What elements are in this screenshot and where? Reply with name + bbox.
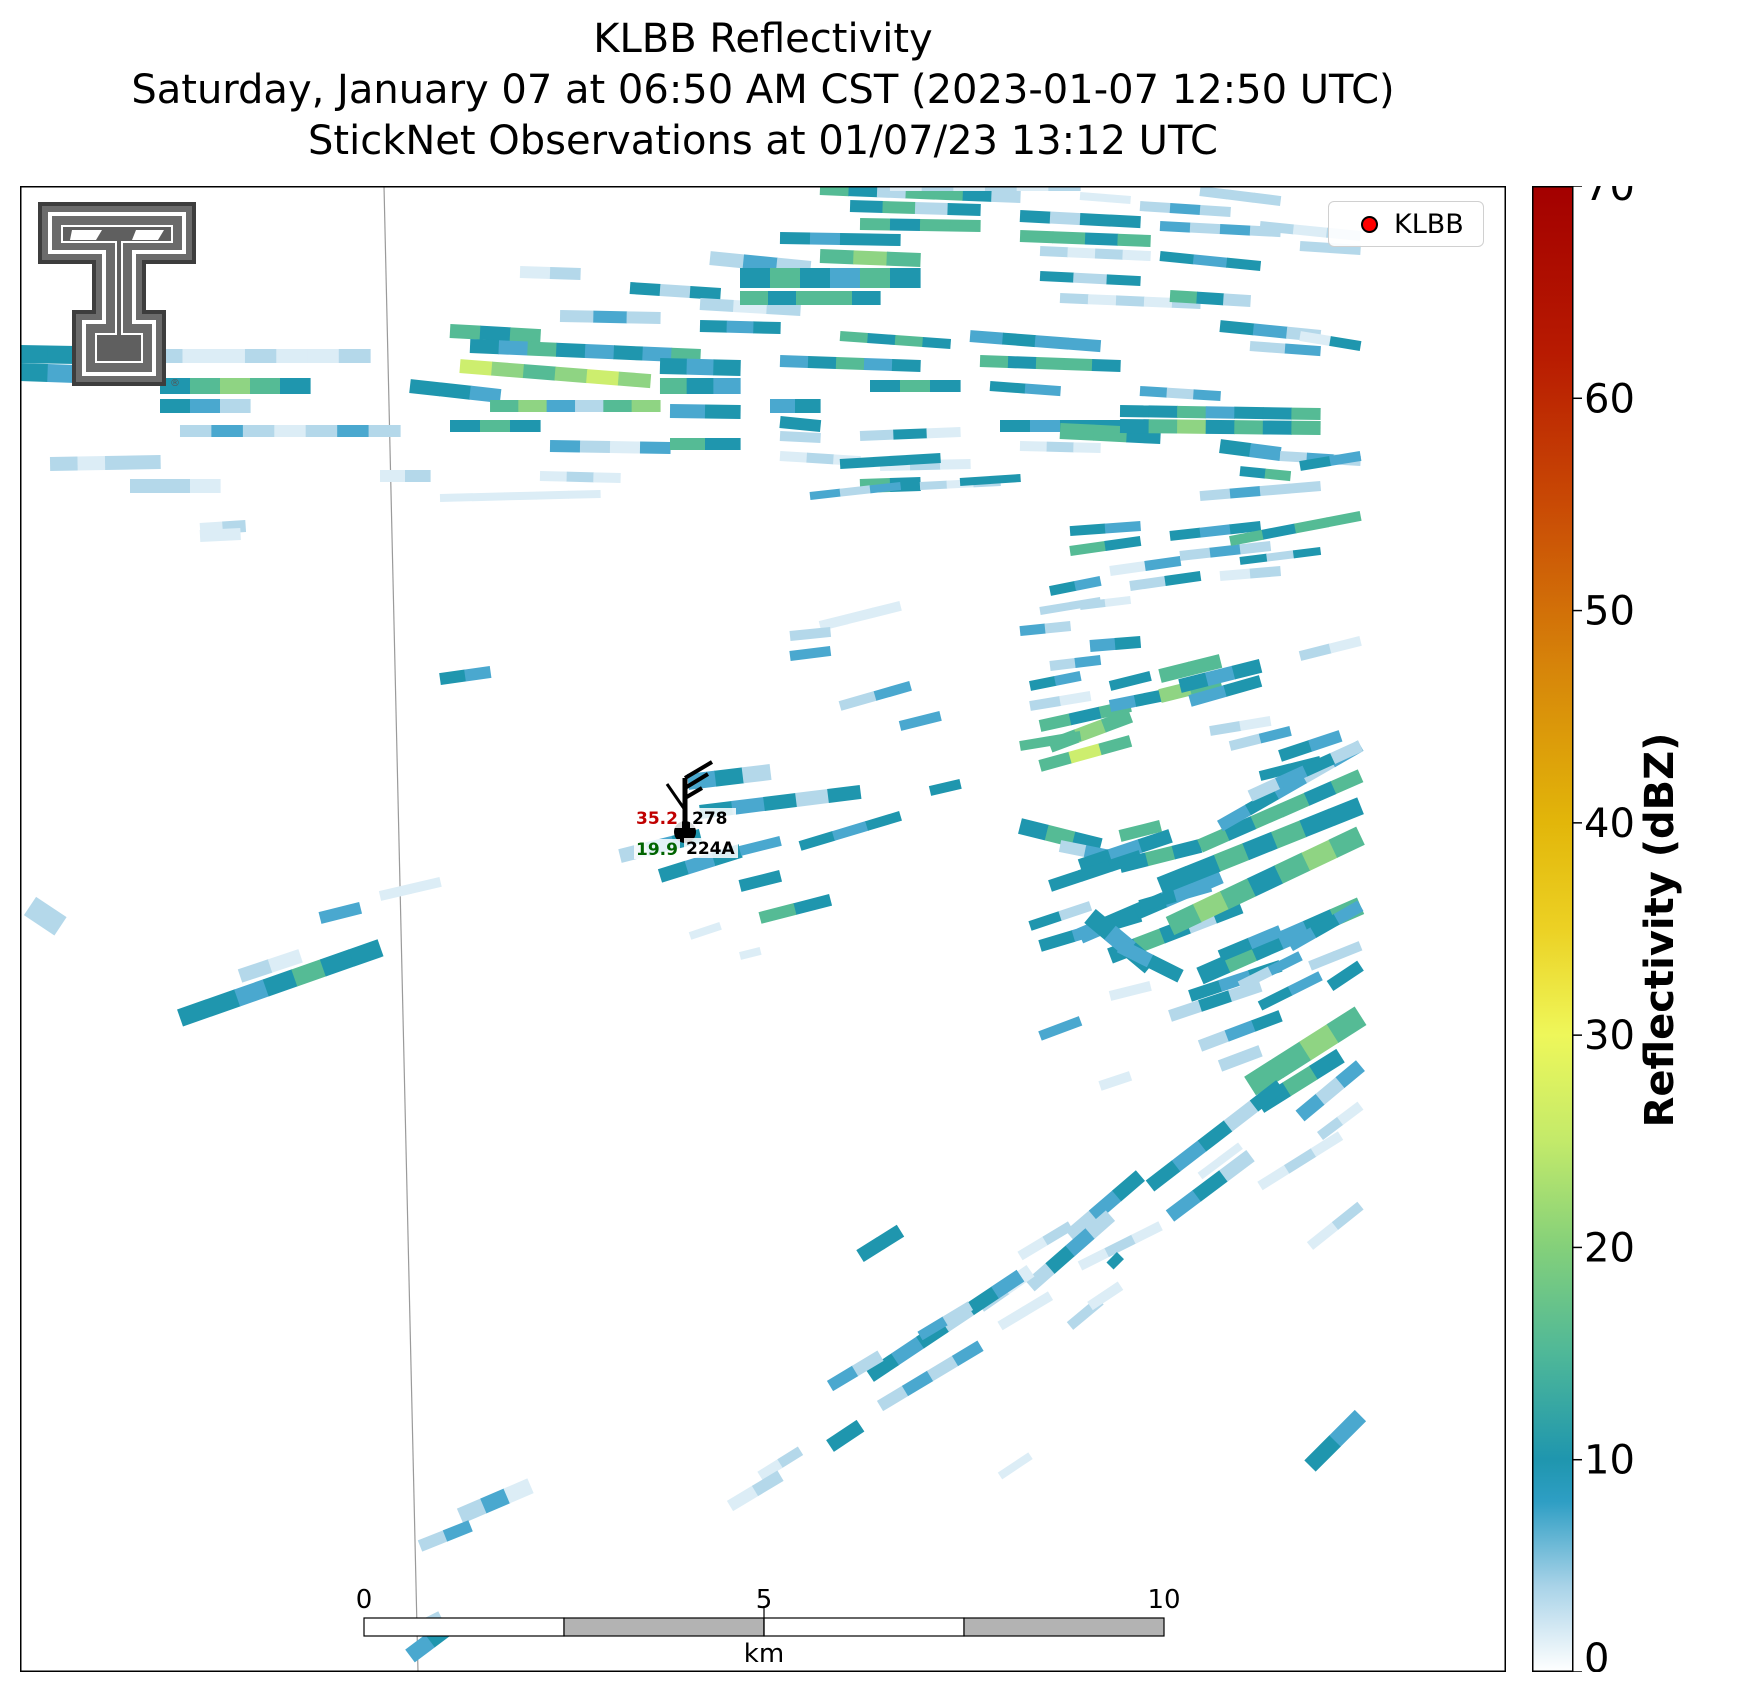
scale-bar: 0 5 10 km [356, 1585, 1181, 1669]
title-line-3: StickNet Observations at 01/07/23 13:12 … [308, 118, 1218, 164]
wind-barb-flag [683, 786, 704, 800]
title-line-2: Saturday, January 07 at 06:50 AM CST (20… [131, 67, 1395, 113]
colorbar-tick-label: 0 [1584, 1636, 1609, 1672]
map-title: KLBB Reflectivity Saturday, January 07 a… [20, 14, 1506, 167]
map-frame [20, 186, 1506, 1672]
station-temperature: 35.2 [636, 809, 678, 829]
map-legend: KLBB [1328, 201, 1484, 247]
legend-label: KLBB [1394, 208, 1464, 240]
colorbar-tick-label: 60 [1584, 376, 1635, 422]
colorbar-tick-label: 20 [1584, 1225, 1635, 1271]
texas-tech-logo-icon: ® [38, 202, 196, 389]
colorbar-tick-label: 50 [1584, 589, 1635, 635]
station-wind-direction: 278 [692, 809, 728, 829]
colorbar-ticks: 0 10 20 30 40 50 60 70 [1573, 186, 1635, 1672]
scale-segment [763, 1617, 965, 1637]
scale-unit: km [744, 1639, 784, 1669]
station-dewpoint: 19.9 [636, 840, 678, 860]
scale-segment [363, 1617, 565, 1637]
colorbar-tick-label: 40 [1584, 801, 1635, 847]
sticknet-station-224A[interactable]: 35.2 278 19.9 224A [634, 760, 738, 860]
colorbar-tick-label: 10 [1584, 1438, 1635, 1484]
scale-segment [963, 1617, 1165, 1637]
scale-tick-5: 5 [756, 1585, 773, 1615]
station-id: 224A [686, 839, 735, 859]
radar-map: ® 35.2 278 19.9 224A 0 5 10 km [20, 186, 1506, 1672]
wind-barb-flag [683, 772, 710, 790]
reflectivity-echoes [20, 186, 1367, 1663]
svg-text:®: ® [170, 378, 180, 389]
colorbar-title: Reflectivity (dBZ) [1637, 732, 1683, 1128]
title-line-1: KLBB Reflectivity [593, 16, 933, 62]
scale-tick-0: 0 [356, 1585, 373, 1615]
colorbar-tick-label: 30 [1584, 1013, 1635, 1059]
wind-barb-tail [665, 783, 687, 811]
klbb-marker-icon [1361, 215, 1378, 233]
colorbar-gradient [1532, 186, 1574, 1672]
colorbar: 0 10 20 30 40 50 60 70 [1532, 186, 1635, 1672]
wind-barb-flag [683, 760, 714, 780]
scale-tick-10: 10 [1147, 1585, 1180, 1615]
colorbar-tick-label: 70 [1584, 186, 1635, 210]
scale-segment [563, 1617, 765, 1637]
